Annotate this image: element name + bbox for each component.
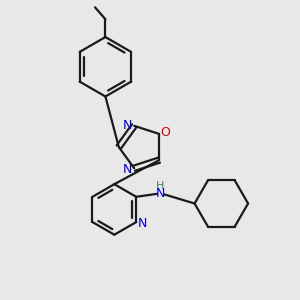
Text: N: N: [123, 119, 132, 132]
Text: N: N: [123, 163, 132, 176]
Text: O: O: [161, 126, 171, 139]
Text: N: N: [155, 187, 165, 200]
Text: H: H: [156, 181, 164, 190]
Text: N: N: [138, 217, 147, 230]
